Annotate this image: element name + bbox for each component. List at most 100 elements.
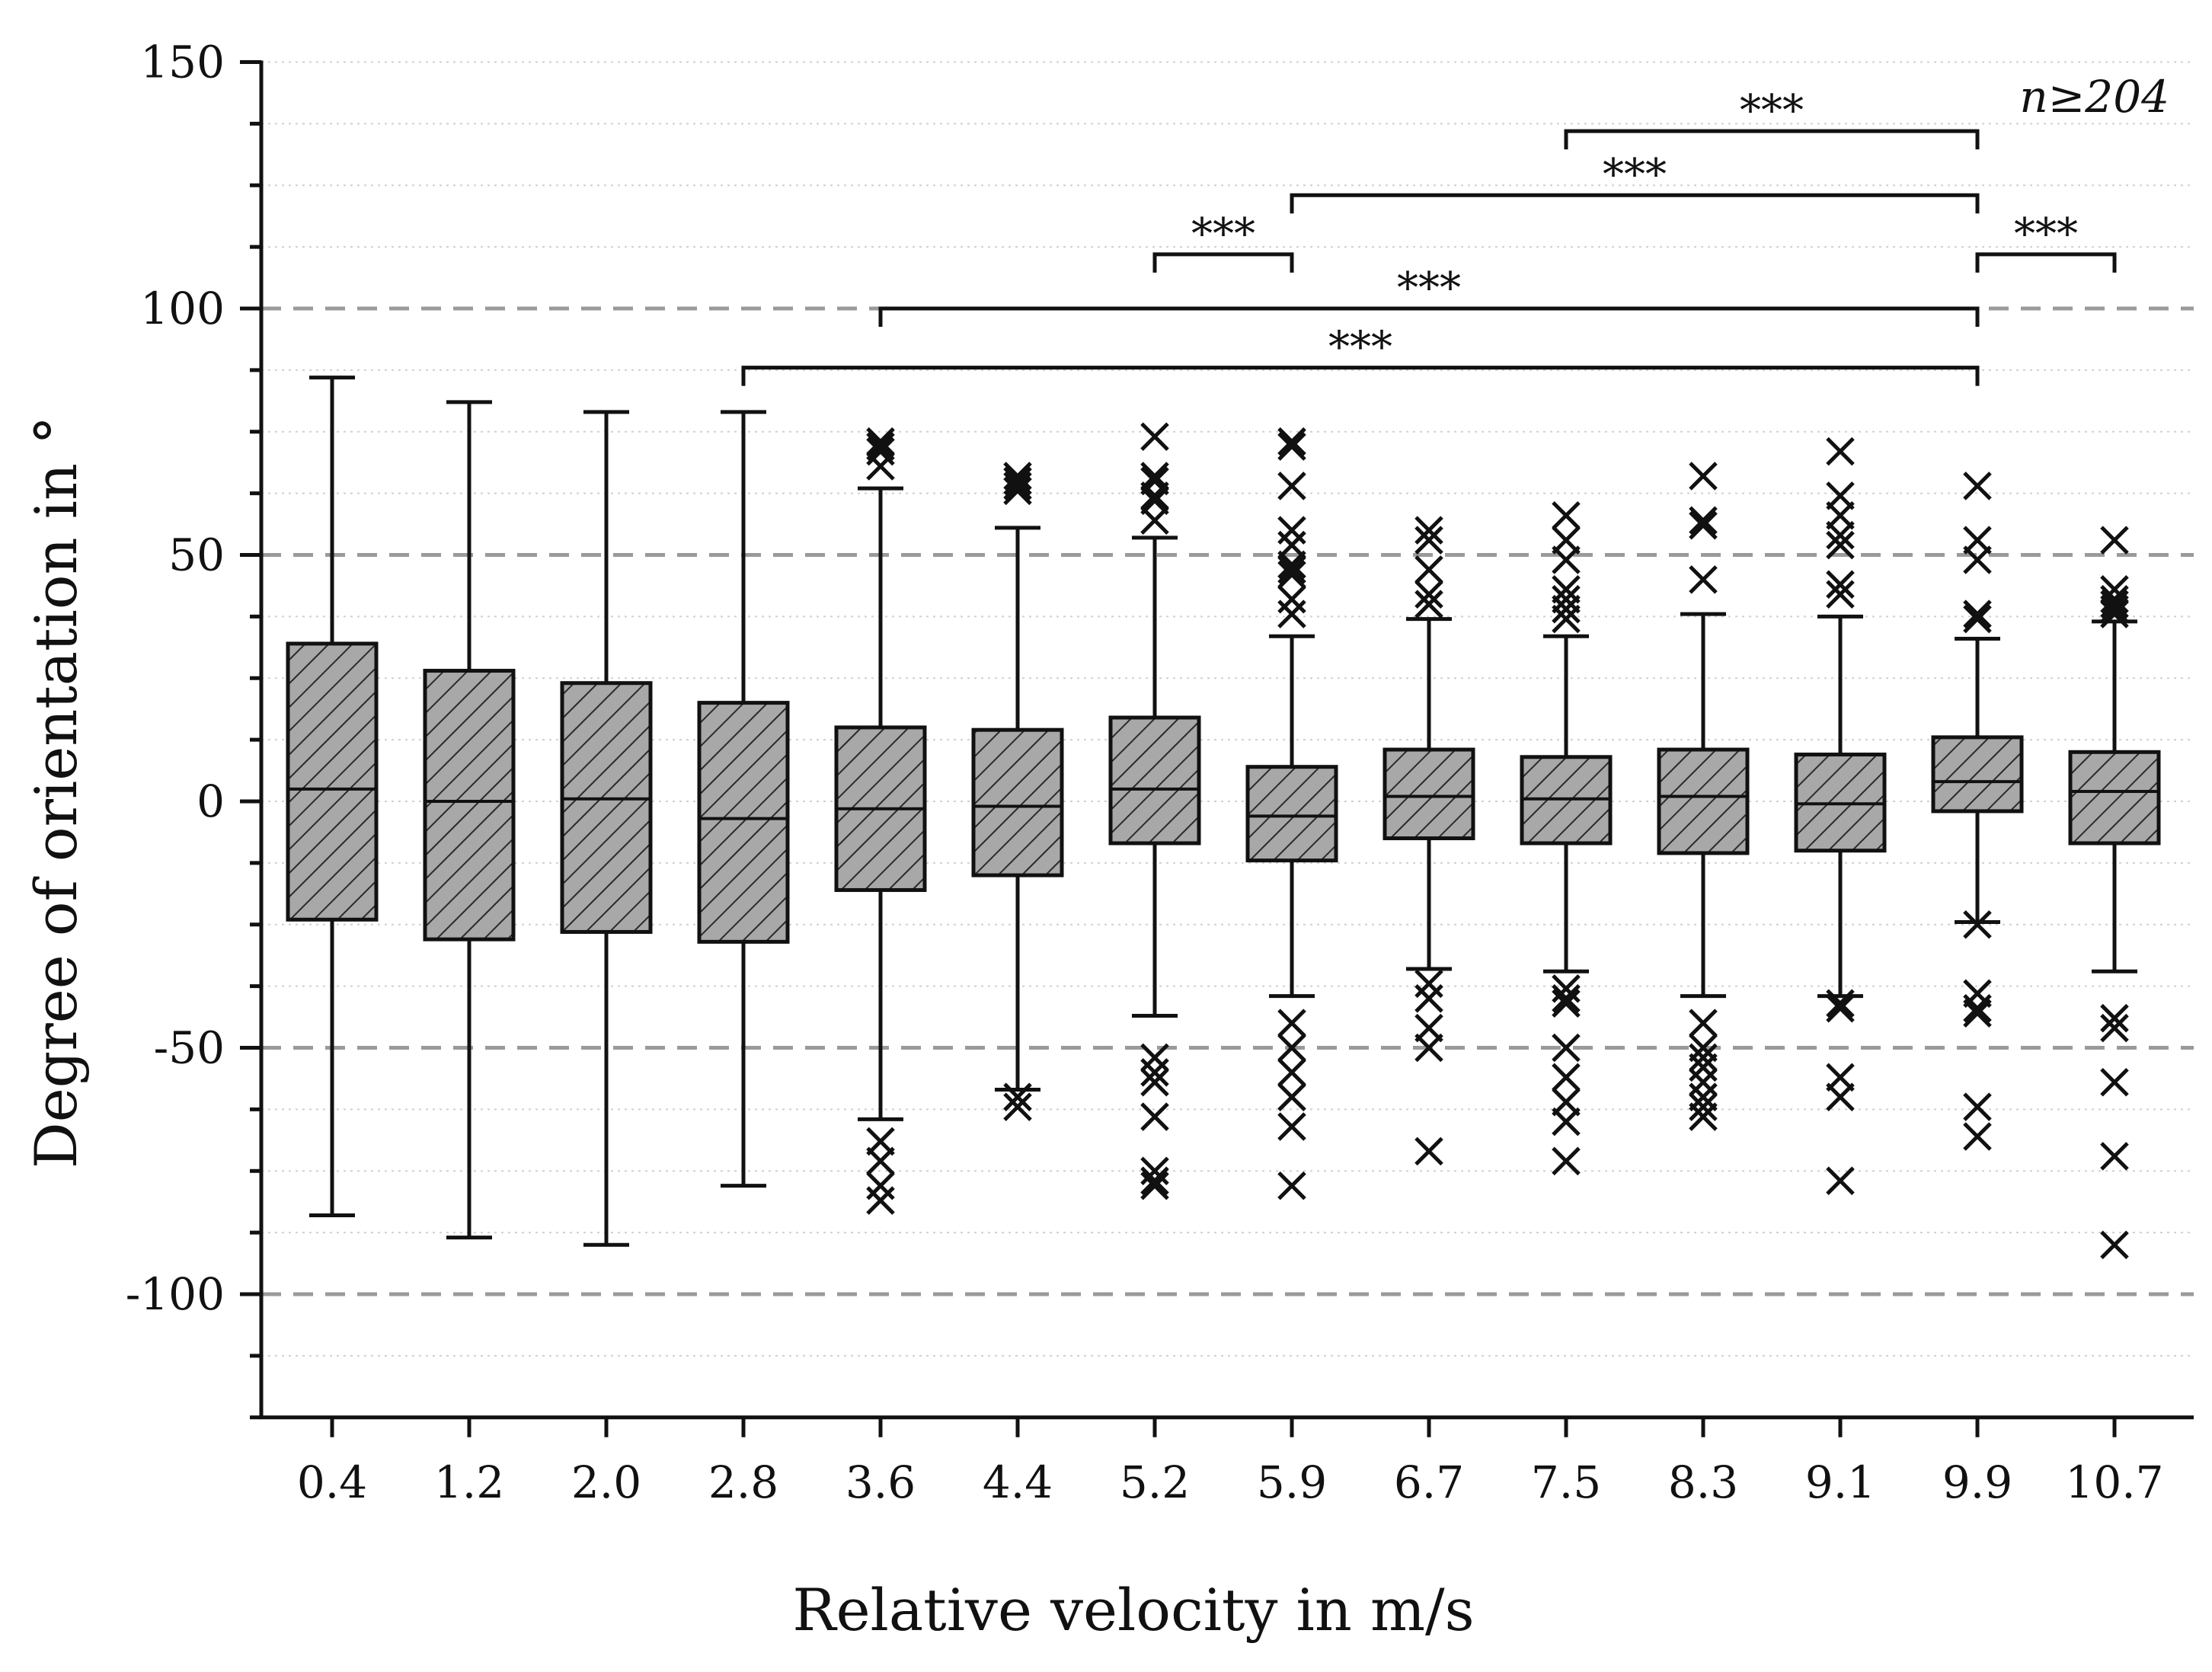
outlier-stroke xyxy=(1140,1171,1169,1200)
outlier-stroke xyxy=(1963,1092,1992,1121)
outlier-stroke xyxy=(1140,1166,1169,1195)
significance-label: *** xyxy=(1397,264,1461,313)
outlier-marker xyxy=(1140,1171,1169,1200)
outlier-marker xyxy=(1552,500,1581,530)
outlier-marker xyxy=(1277,599,1306,628)
outlier-marker xyxy=(1414,969,1443,999)
outlier-stroke xyxy=(1963,545,1992,574)
outlier-stroke xyxy=(1140,1102,1169,1131)
outlier-marker xyxy=(1689,1092,1718,1121)
outlier-marker xyxy=(1826,1082,1855,1111)
outlier-marker xyxy=(1689,565,1718,594)
box-group xyxy=(1657,462,1750,1131)
outlier-marker xyxy=(1826,530,1855,560)
y-axis-title: Degree of orientation in ° xyxy=(22,416,90,1168)
outlier-marker xyxy=(1963,1092,1992,1121)
bracket-line xyxy=(1152,252,1294,273)
box-body xyxy=(697,701,790,944)
outlier-stroke xyxy=(1826,580,1855,609)
box-group xyxy=(1108,422,1201,1200)
outlier-marker xyxy=(1963,545,1992,574)
outlier-marker xyxy=(1414,1137,1443,1166)
outlier-stroke xyxy=(1689,1009,1718,1037)
outlier-marker xyxy=(1689,506,1718,535)
outlier-stroke xyxy=(1963,472,1992,500)
outlier-stroke xyxy=(1140,422,1169,451)
outlier-marker xyxy=(1963,999,1992,1028)
x-tick-label: 6.7 xyxy=(1394,1456,1464,1508)
outlier-marker xyxy=(1552,1063,1581,1092)
y-tick-label: 0 xyxy=(197,775,225,827)
y-tick-label: 150 xyxy=(140,37,225,88)
outlier-stroke xyxy=(1963,1122,1992,1151)
x-tick-label: 5.9 xyxy=(1257,1456,1327,1508)
x-tick-label: 0.4 xyxy=(297,1456,367,1508)
bracket-line xyxy=(1975,252,2117,273)
outlier-marker xyxy=(1414,590,1443,619)
outlier-marker xyxy=(1277,584,1306,614)
outlier-stroke xyxy=(866,1186,895,1215)
outlier-marker xyxy=(1140,422,1169,451)
outlier-marker xyxy=(1552,1146,1581,1176)
x-tick-label: 5.2 xyxy=(1120,1456,1190,1508)
outlier-marker xyxy=(1414,555,1443,584)
outlier-stroke xyxy=(1963,999,1992,1028)
outlier-marker xyxy=(1414,1033,1443,1063)
outlier-marker xyxy=(1826,570,1855,599)
outlier-marker xyxy=(1277,427,1306,456)
outlier-marker xyxy=(1826,520,1855,550)
bracket-line xyxy=(1290,193,1980,214)
outlier-stroke xyxy=(1277,550,1306,580)
outlier-marker xyxy=(1826,989,1855,1018)
outlier-marker xyxy=(2100,590,2129,619)
outlier-stroke xyxy=(2100,1013,2129,1043)
outlier-marker xyxy=(866,1171,895,1200)
outlier-marker xyxy=(1003,1092,1032,1121)
outlier-marker xyxy=(1552,984,1581,1013)
outlier-marker xyxy=(1826,436,1855,466)
outlier-stroke xyxy=(1414,580,1443,609)
outlier-marker xyxy=(1277,432,1306,461)
outlier-stroke xyxy=(1003,476,1032,506)
x-tick-label: 4.4 xyxy=(983,1456,1053,1508)
outlier-marker xyxy=(1552,604,1581,634)
outlier-stroke xyxy=(1963,993,1992,1023)
box-group xyxy=(1931,472,2024,1151)
outlier-stroke xyxy=(1277,1171,1306,1200)
outlier-stroke xyxy=(1552,604,1581,634)
grid-lines xyxy=(261,61,2194,1418)
box-group xyxy=(834,427,927,1215)
box-group xyxy=(697,410,790,1188)
boxes xyxy=(286,376,2161,1260)
outlier-marker xyxy=(1826,1166,1855,1195)
y-tick-label: -100 xyxy=(126,1268,225,1320)
x-tick-label: 3.6 xyxy=(845,1456,916,1508)
outlier-marker xyxy=(1140,506,1169,535)
y-tick-label: -50 xyxy=(154,1022,225,1074)
outlier-stroke xyxy=(1277,1112,1306,1141)
box-body xyxy=(1657,747,1750,855)
significance-brackets: ********* ********* xyxy=(741,86,2117,386)
outlier-stroke xyxy=(1826,520,1855,550)
outlier-marker xyxy=(1140,481,1169,510)
outlier-marker xyxy=(1414,526,1443,555)
box-body xyxy=(423,669,516,941)
outlier-marker xyxy=(1140,1166,1169,1195)
bracket-line xyxy=(741,366,1980,386)
significance-bracket: *** xyxy=(878,264,1980,327)
outlier-marker xyxy=(1689,1102,1718,1131)
outlier-stroke xyxy=(1826,1166,1855,1195)
outlier-marker xyxy=(2100,1013,2129,1043)
significance-label: *** xyxy=(1740,86,1804,136)
outlier-stroke xyxy=(2100,594,2129,624)
outlier-marker xyxy=(1140,1058,1169,1087)
box-body xyxy=(1108,715,1201,846)
box-body xyxy=(1245,765,1338,863)
outlier-marker xyxy=(1277,1033,1306,1063)
x-tick-label: 8.3 xyxy=(1668,1456,1738,1508)
outlier-marker xyxy=(1552,989,1581,1018)
outlier-marker xyxy=(1414,580,1443,609)
outlier-marker xyxy=(1277,472,1306,500)
y-tick-label: 100 xyxy=(140,283,225,334)
